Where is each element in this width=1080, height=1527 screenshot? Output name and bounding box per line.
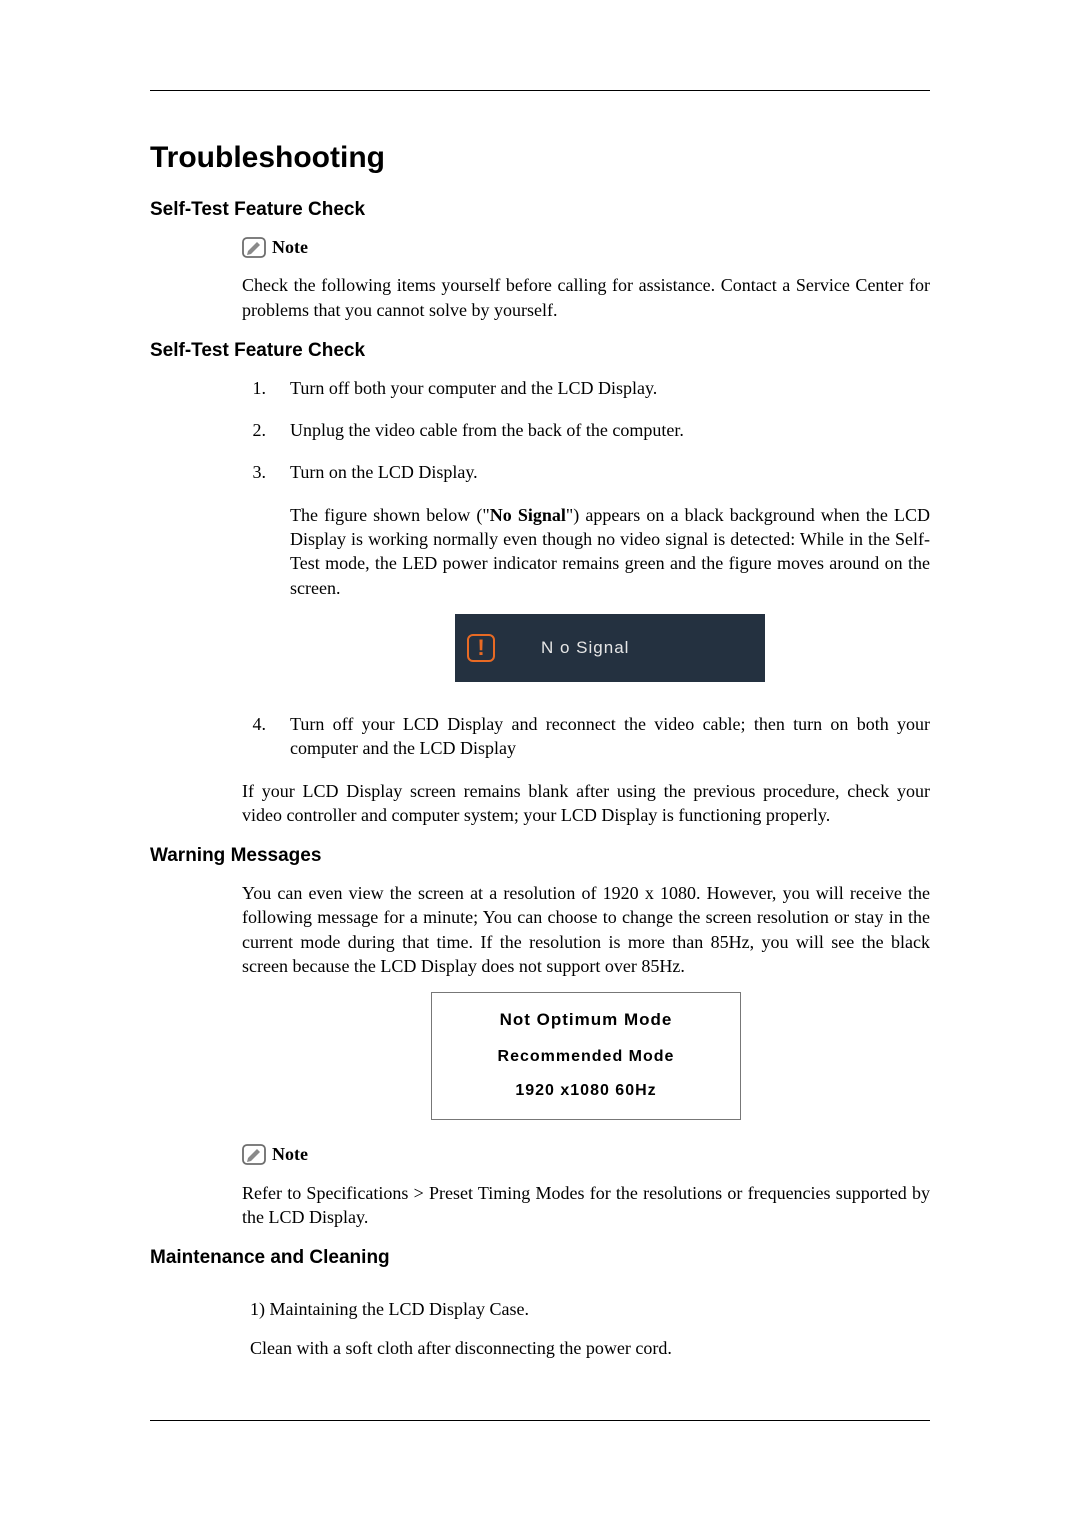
note-text: Check the following items yourself befor… — [242, 273, 930, 322]
section2-body: 1. Turn off both your computer and the L… — [242, 376, 930, 827]
section3-body: You can even view the screen at a resolu… — [242, 881, 930, 1229]
list-number: 3. — [242, 460, 266, 681]
list-text: Turn off both your computer and the LCD … — [290, 376, 930, 400]
document-page: Troubleshooting Self-Test Feature Check … — [0, 0, 1080, 1481]
item3-subpara: The figure shown below ("No Signal") app… — [290, 503, 930, 600]
section4-body: 1) Maintaining the LCD Display Case. Cle… — [250, 1297, 930, 1360]
optimum-mode-figure: Not Optimum Mode Recommended Mode 1920 x… — [431, 992, 741, 1120]
section-heading-warning: Warning Messages — [150, 845, 930, 867]
exclamation-icon: ! — [467, 634, 495, 662]
maint-line1: 1) Maintaining the LCD Display Case. — [250, 1297, 930, 1321]
page-title: Troubleshooting — [150, 141, 930, 175]
list-number: 1. — [242, 376, 266, 400]
warning-para: You can even view the screen at a resolu… — [242, 881, 930, 978]
list-number: 4. — [242, 712, 266, 761]
no-signal-label: N o Signal — [541, 637, 629, 660]
list-item: 3. Turn on the LCD Display. The figure s… — [242, 460, 930, 681]
bottom-rule — [150, 1420, 930, 1421]
item3-main: Turn on the LCD Display. — [290, 462, 478, 482]
maint-line2: Clean with a soft cloth after disconnect… — [250, 1336, 930, 1360]
top-rule — [150, 90, 930, 91]
list-item: 2. Unplug the video cable from the back … — [242, 418, 930, 442]
note-row: Note — [242, 1142, 930, 1166]
list-item: 4. Turn off your LCD Display and reconne… — [242, 712, 930, 761]
list-number: 2. — [242, 418, 266, 442]
list-text: Unplug the video cable from the back of … — [290, 418, 930, 442]
section1-body: Note Check the following items yourself … — [242, 235, 930, 322]
pencil-note-icon — [242, 1144, 266, 1165]
list-item: 1. Turn off both your computer and the L… — [242, 376, 930, 400]
note-label: Note — [272, 1142, 308, 1166]
note-label: Note — [272, 235, 308, 259]
section2-closing: If your LCD Display screen remains blank… — [242, 779, 930, 828]
section-heading-selftest-2: Self-Test Feature Check — [150, 340, 930, 362]
section-heading-selftest-1: Self-Test Feature Check — [150, 199, 930, 221]
optimum-line2: Recommended Mode — [442, 1046, 730, 1068]
note-text: Refer to Specifications > Preset Timing … — [242, 1181, 930, 1230]
list-text: Turn on the LCD Display. The figure show… — [290, 460, 930, 681]
no-signal-figure: ! N o Signal — [455, 614, 765, 682]
list-text: Turn off your LCD Display and reconnect … — [290, 712, 930, 761]
optimum-line3: 1920 x1080 60Hz — [442, 1080, 730, 1102]
section-heading-maintenance: Maintenance and Cleaning — [150, 1247, 930, 1269]
sub-bold: No Signal — [490, 505, 566, 525]
note-row: Note — [242, 235, 930, 259]
pencil-note-icon — [242, 237, 266, 258]
optimum-line1: Not Optimum Mode — [442, 1009, 730, 1032]
sub-pre: The figure shown below (" — [290, 505, 490, 525]
